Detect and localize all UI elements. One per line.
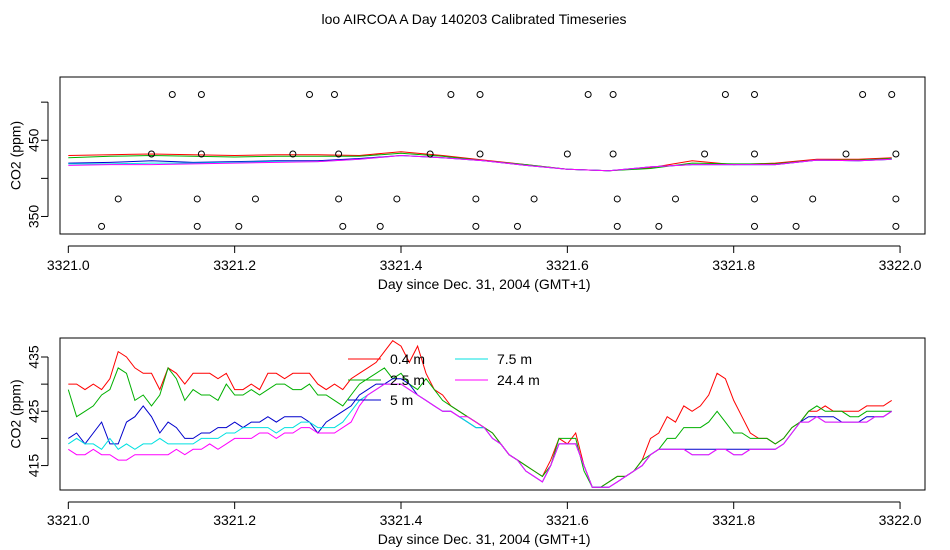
x-tick-label: 3321.4 <box>380 257 423 273</box>
scatter-point <box>792 222 800 230</box>
x-axis-label: Day since Dec. 31, 2004 (GMT+1) <box>378 276 591 292</box>
scatter-point <box>289 150 297 158</box>
chart-title: loo AIRCOA A Day 140203 Calibrated Times… <box>321 11 626 27</box>
scatter-point <box>609 91 617 99</box>
x-tick-label: 3321.6 <box>546 257 589 273</box>
scatter-point <box>609 150 617 158</box>
scatter-point <box>335 150 343 158</box>
plot-frame <box>59 76 926 235</box>
x-tick-label: 3321.2 <box>213 257 256 273</box>
scatter-point <box>447 91 455 99</box>
series-line-5 <box>68 383 892 488</box>
legend-label: 0.4 m <box>390 351 425 367</box>
scatter-point <box>393 195 401 203</box>
scatter-point <box>750 222 758 230</box>
scatter-point <box>892 195 900 203</box>
y-tick-label: 425 <box>26 399 42 423</box>
series-line-4 <box>68 383 892 488</box>
x-tick-label: 3321.6 <box>546 512 589 528</box>
scatter-point <box>613 222 621 230</box>
x-tick-label: 3321.0 <box>47 512 90 528</box>
series-line-3 <box>68 378 892 488</box>
x-tick-label: 3321.4 <box>380 512 423 528</box>
scatter-point <box>197 91 205 99</box>
scatter-point <box>376 222 384 230</box>
scatter-point <box>114 195 122 203</box>
legend-label: 24.4 m <box>497 372 540 388</box>
y-tick-label: 450 <box>26 128 42 152</box>
y-tick-label: 435 <box>26 345 42 369</box>
scatter-point <box>330 91 338 99</box>
series-line-1 <box>68 340 892 488</box>
scatter-point <box>750 150 758 158</box>
scatter-point <box>193 222 201 230</box>
scatter-point <box>472 222 480 230</box>
scatter-point <box>426 150 434 158</box>
scatter-point <box>306 91 314 99</box>
scatter-point <box>563 150 571 158</box>
scatter-point <box>842 150 850 158</box>
legend-label: 7.5 m <box>497 351 532 367</box>
x-tick-label: 3321.0 <box>47 257 90 273</box>
scatter-point <box>476 91 484 99</box>
scatter-point <box>584 91 592 99</box>
x-tick-label: 3322.0 <box>879 257 922 273</box>
scatter-point <box>750 91 758 99</box>
scatter-point <box>750 195 758 203</box>
scatter-point <box>809 195 817 203</box>
bottom-panel: 3321.0 3321.2 3321.4 3321.6 3321.8 3322.0 415 4… <box>8 337 926 547</box>
scatter-point <box>168 91 176 99</box>
y-tick-label: 415 <box>26 454 42 478</box>
scatter-point <box>476 150 484 158</box>
scatter-point <box>98 222 106 230</box>
scatter-point <box>888 91 896 99</box>
series-line-1 <box>68 151 892 172</box>
y-axis-label: CO2 (ppm) <box>8 379 24 448</box>
y-tick-label: 350 <box>26 205 42 229</box>
scatter-point <box>235 222 243 230</box>
x-tick-label: 3322.0 <box>879 512 922 528</box>
legend: 0.4 m 2.5 m 5 m 7.5 m 24.4 m <box>348 351 540 408</box>
scatter-point <box>655 222 663 230</box>
scatter-point <box>701 150 709 158</box>
scatter-point <box>339 222 347 230</box>
scatter-point <box>197 150 205 158</box>
y-axis-label: CO2 (ppm) <box>8 121 24 190</box>
scatter-point <box>335 195 343 203</box>
scatter-point <box>613 195 621 203</box>
x-tick-label: 3321.8 <box>712 257 755 273</box>
scatter-point <box>892 222 900 230</box>
scatter-point <box>721 91 729 99</box>
scatter-point <box>472 195 480 203</box>
top-panel: 3321.0 3321.2 3321.4 3321.6 3321.8 3322.0 350 4… <box>8 76 926 292</box>
x-axis-label: Day since Dec. 31, 2004 (GMT+1) <box>378 531 591 547</box>
scatter-point <box>671 195 679 203</box>
scatter-point <box>859 91 867 99</box>
series-line-5 <box>68 154 892 172</box>
scatter-point <box>892 150 900 158</box>
scatter-point <box>530 195 538 203</box>
x-tick-label: 3321.2 <box>213 512 256 528</box>
scatter-point <box>193 195 201 203</box>
scatter-point <box>251 195 259 203</box>
legend-label: 5 m <box>390 392 413 408</box>
x-tick-label: 3321.8 <box>712 512 755 528</box>
scatter-point <box>513 222 521 230</box>
plot-frame <box>59 337 926 491</box>
legend-label: 2.5 m <box>390 372 425 388</box>
scatter-point <box>147 150 155 158</box>
